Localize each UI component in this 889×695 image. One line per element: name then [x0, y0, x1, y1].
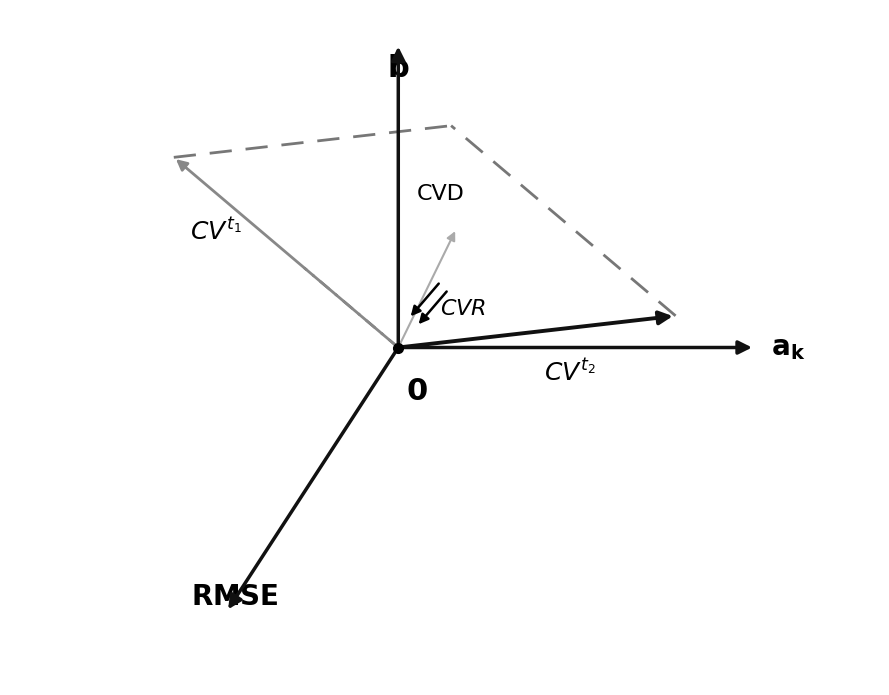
Text: $CV^{t_2}$: $CV^{t_2}$ [544, 359, 596, 386]
Text: $\mathbf{a_k}$: $\mathbf{a_k}$ [771, 334, 805, 361]
Text: $\mathbf{b}$: $\mathbf{b}$ [387, 54, 410, 83]
Text: $CV^{t_1}$: $CV^{t_1}$ [190, 219, 242, 245]
Text: 0: 0 [406, 377, 428, 406]
Text: CVD: CVD [417, 184, 465, 204]
Text: $CVR$: $CVR$ [440, 300, 486, 319]
Text: $\mathbf{RMSE}$: $\mathbf{RMSE}$ [191, 582, 279, 610]
